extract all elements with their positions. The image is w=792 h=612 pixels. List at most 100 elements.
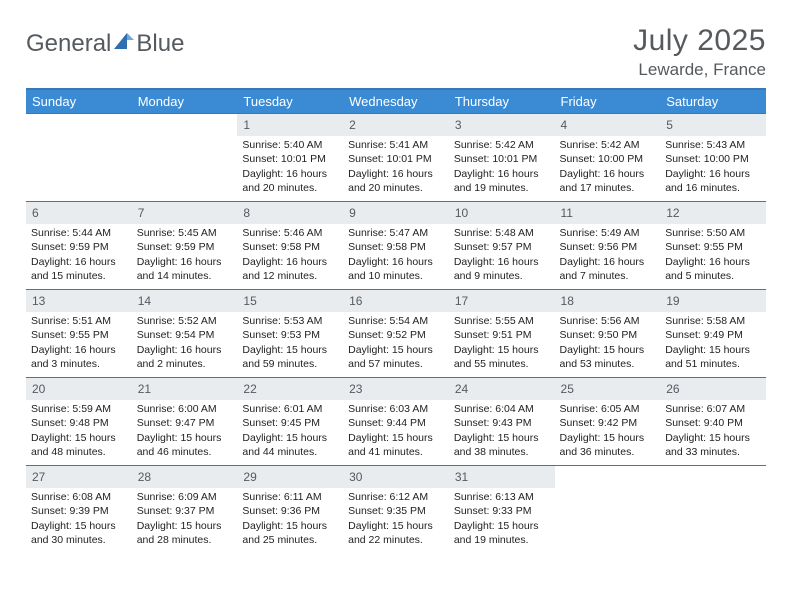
calendar-row: 1Sunrise: 5:40 AMSunset: 10:01 PMDayligh… (26, 114, 766, 202)
calendar-cell: 10Sunrise: 5:48 AMSunset: 9:57 PMDayligh… (449, 202, 555, 290)
day-body: Sunrise: 5:45 AMSunset: 9:59 PMDaylight:… (132, 224, 238, 287)
day-body: Sunrise: 5:59 AMSunset: 9:48 PMDaylight:… (26, 400, 132, 463)
weekday-header: Thursday (449, 89, 555, 114)
calendar-cell: 31Sunrise: 6:13 AMSunset: 9:33 PMDayligh… (449, 466, 555, 554)
day-number: 5 (660, 114, 766, 136)
day-number: 6 (26, 202, 132, 224)
day-body: Sunrise: 5:50 AMSunset: 9:55 PMDaylight:… (660, 224, 766, 287)
flag-icon (113, 30, 135, 58)
day-number: 7 (132, 202, 238, 224)
calendar-cell: 2Sunrise: 5:41 AMSunset: 10:01 PMDayligh… (343, 114, 449, 202)
day-body: Sunrise: 6:05 AMSunset: 9:42 PMDaylight:… (555, 400, 661, 463)
calendar-cell: 6Sunrise: 5:44 AMSunset: 9:59 PMDaylight… (26, 202, 132, 290)
calendar-cell (26, 114, 132, 202)
day-body: Sunrise: 5:44 AMSunset: 9:59 PMDaylight:… (26, 224, 132, 287)
calendar-cell: 4Sunrise: 5:42 AMSunset: 10:00 PMDayligh… (555, 114, 661, 202)
day-body: Sunrise: 5:42 AMSunset: 10:01 PMDaylight… (449, 136, 555, 199)
day-body: Sunrise: 6:12 AMSunset: 9:35 PMDaylight:… (343, 488, 449, 551)
day-number: 4 (555, 114, 661, 136)
day-number: 24 (449, 378, 555, 400)
calendar-row: 6Sunrise: 5:44 AMSunset: 9:59 PMDaylight… (26, 202, 766, 290)
calendar-cell: 24Sunrise: 6:04 AMSunset: 9:43 PMDayligh… (449, 378, 555, 466)
calendar-cell: 9Sunrise: 5:47 AMSunset: 9:58 PMDaylight… (343, 202, 449, 290)
day-number: 26 (660, 378, 766, 400)
calendar-row: 27Sunrise: 6:08 AMSunset: 9:39 PMDayligh… (26, 466, 766, 554)
calendar-cell: 19Sunrise: 5:58 AMSunset: 9:49 PMDayligh… (660, 290, 766, 378)
day-number: 29 (237, 466, 343, 488)
day-number: 2 (343, 114, 449, 136)
day-number: 21 (132, 378, 238, 400)
calendar-cell: 7Sunrise: 5:45 AMSunset: 9:59 PMDaylight… (132, 202, 238, 290)
day-number: 11 (555, 202, 661, 224)
day-number: 28 (132, 466, 238, 488)
day-body: Sunrise: 5:43 AMSunset: 10:00 PMDaylight… (660, 136, 766, 199)
day-body: Sunrise: 6:11 AMSunset: 9:36 PMDaylight:… (237, 488, 343, 551)
day-body: Sunrise: 5:52 AMSunset: 9:54 PMDaylight:… (132, 312, 238, 375)
calendar-cell: 30Sunrise: 6:12 AMSunset: 9:35 PMDayligh… (343, 466, 449, 554)
brand-logo: General Blue (26, 24, 184, 58)
header: General Blue July 2025 Lewarde, France (26, 24, 766, 80)
day-body: Sunrise: 6:07 AMSunset: 9:40 PMDaylight:… (660, 400, 766, 463)
day-body: Sunrise: 6:01 AMSunset: 9:45 PMDaylight:… (237, 400, 343, 463)
day-body: Sunrise: 5:56 AMSunset: 9:50 PMDaylight:… (555, 312, 661, 375)
day-body: Sunrise: 6:09 AMSunset: 9:37 PMDaylight:… (132, 488, 238, 551)
calendar-cell (555, 466, 661, 554)
calendar-cell: 25Sunrise: 6:05 AMSunset: 9:42 PMDayligh… (555, 378, 661, 466)
calendar-cell: 14Sunrise: 5:52 AMSunset: 9:54 PMDayligh… (132, 290, 238, 378)
day-body: Sunrise: 5:55 AMSunset: 9:51 PMDaylight:… (449, 312, 555, 375)
calendar-cell: 29Sunrise: 6:11 AMSunset: 9:36 PMDayligh… (237, 466, 343, 554)
day-body: Sunrise: 6:08 AMSunset: 9:39 PMDaylight:… (26, 488, 132, 551)
day-body: Sunrise: 5:47 AMSunset: 9:58 PMDaylight:… (343, 224, 449, 287)
day-body: Sunrise: 6:13 AMSunset: 9:33 PMDaylight:… (449, 488, 555, 551)
brand-text-2: Blue (136, 30, 184, 58)
day-body: Sunrise: 5:41 AMSunset: 10:01 PMDaylight… (343, 136, 449, 199)
calendar-row: 20Sunrise: 5:59 AMSunset: 9:48 PMDayligh… (26, 378, 766, 466)
calendar-cell: 18Sunrise: 5:56 AMSunset: 9:50 PMDayligh… (555, 290, 661, 378)
calendar-cell: 5Sunrise: 5:43 AMSunset: 10:00 PMDayligh… (660, 114, 766, 202)
day-body: Sunrise: 6:00 AMSunset: 9:47 PMDaylight:… (132, 400, 238, 463)
location-subtitle: Lewarde, France (633, 60, 766, 80)
day-number: 13 (26, 290, 132, 312)
calendar-cell: 27Sunrise: 6:08 AMSunset: 9:39 PMDayligh… (26, 466, 132, 554)
day-number: 19 (660, 290, 766, 312)
day-number: 31 (449, 466, 555, 488)
day-number: 27 (26, 466, 132, 488)
calendar-cell: 21Sunrise: 6:00 AMSunset: 9:47 PMDayligh… (132, 378, 238, 466)
calendar-cell: 22Sunrise: 6:01 AMSunset: 9:45 PMDayligh… (237, 378, 343, 466)
day-number: 8 (237, 202, 343, 224)
day-number: 14 (132, 290, 238, 312)
title-block: July 2025 Lewarde, France (633, 24, 766, 80)
weekday-header: Friday (555, 89, 661, 114)
day-number: 25 (555, 378, 661, 400)
weekday-header-row: SundayMondayTuesdayWednesdayThursdayFrid… (26, 89, 766, 114)
day-body: Sunrise: 5:58 AMSunset: 9:49 PMDaylight:… (660, 312, 766, 375)
day-number: 17 (449, 290, 555, 312)
calendar-cell: 12Sunrise: 5:50 AMSunset: 9:55 PMDayligh… (660, 202, 766, 290)
calendar-cell: 26Sunrise: 6:07 AMSunset: 9:40 PMDayligh… (660, 378, 766, 466)
calendar-cell: 15Sunrise: 5:53 AMSunset: 9:53 PMDayligh… (237, 290, 343, 378)
weekday-header: Sunday (26, 89, 132, 114)
day-number: 9 (343, 202, 449, 224)
calendar-table: SundayMondayTuesdayWednesdayThursdayFrid… (26, 88, 766, 554)
weekday-header: Saturday (660, 89, 766, 114)
day-number: 22 (237, 378, 343, 400)
day-body: Sunrise: 5:51 AMSunset: 9:55 PMDaylight:… (26, 312, 132, 375)
day-number: 30 (343, 466, 449, 488)
calendar-cell: 23Sunrise: 6:03 AMSunset: 9:44 PMDayligh… (343, 378, 449, 466)
day-number: 23 (343, 378, 449, 400)
day-body: Sunrise: 5:49 AMSunset: 9:56 PMDaylight:… (555, 224, 661, 287)
calendar-cell: 11Sunrise: 5:49 AMSunset: 9:56 PMDayligh… (555, 202, 661, 290)
day-number: 20 (26, 378, 132, 400)
day-number: 18 (555, 290, 661, 312)
day-body: Sunrise: 5:54 AMSunset: 9:52 PMDaylight:… (343, 312, 449, 375)
brand-text-1: General (26, 30, 111, 58)
calendar-cell: 8Sunrise: 5:46 AMSunset: 9:58 PMDaylight… (237, 202, 343, 290)
month-title: July 2025 (633, 24, 766, 58)
day-body: Sunrise: 6:03 AMSunset: 9:44 PMDaylight:… (343, 400, 449, 463)
weekday-header: Tuesday (237, 89, 343, 114)
calendar-row: 13Sunrise: 5:51 AMSunset: 9:55 PMDayligh… (26, 290, 766, 378)
day-body: Sunrise: 5:42 AMSunset: 10:00 PMDaylight… (555, 136, 661, 199)
weekday-header: Monday (132, 89, 238, 114)
weekday-header: Wednesday (343, 89, 449, 114)
day-number: 1 (237, 114, 343, 136)
